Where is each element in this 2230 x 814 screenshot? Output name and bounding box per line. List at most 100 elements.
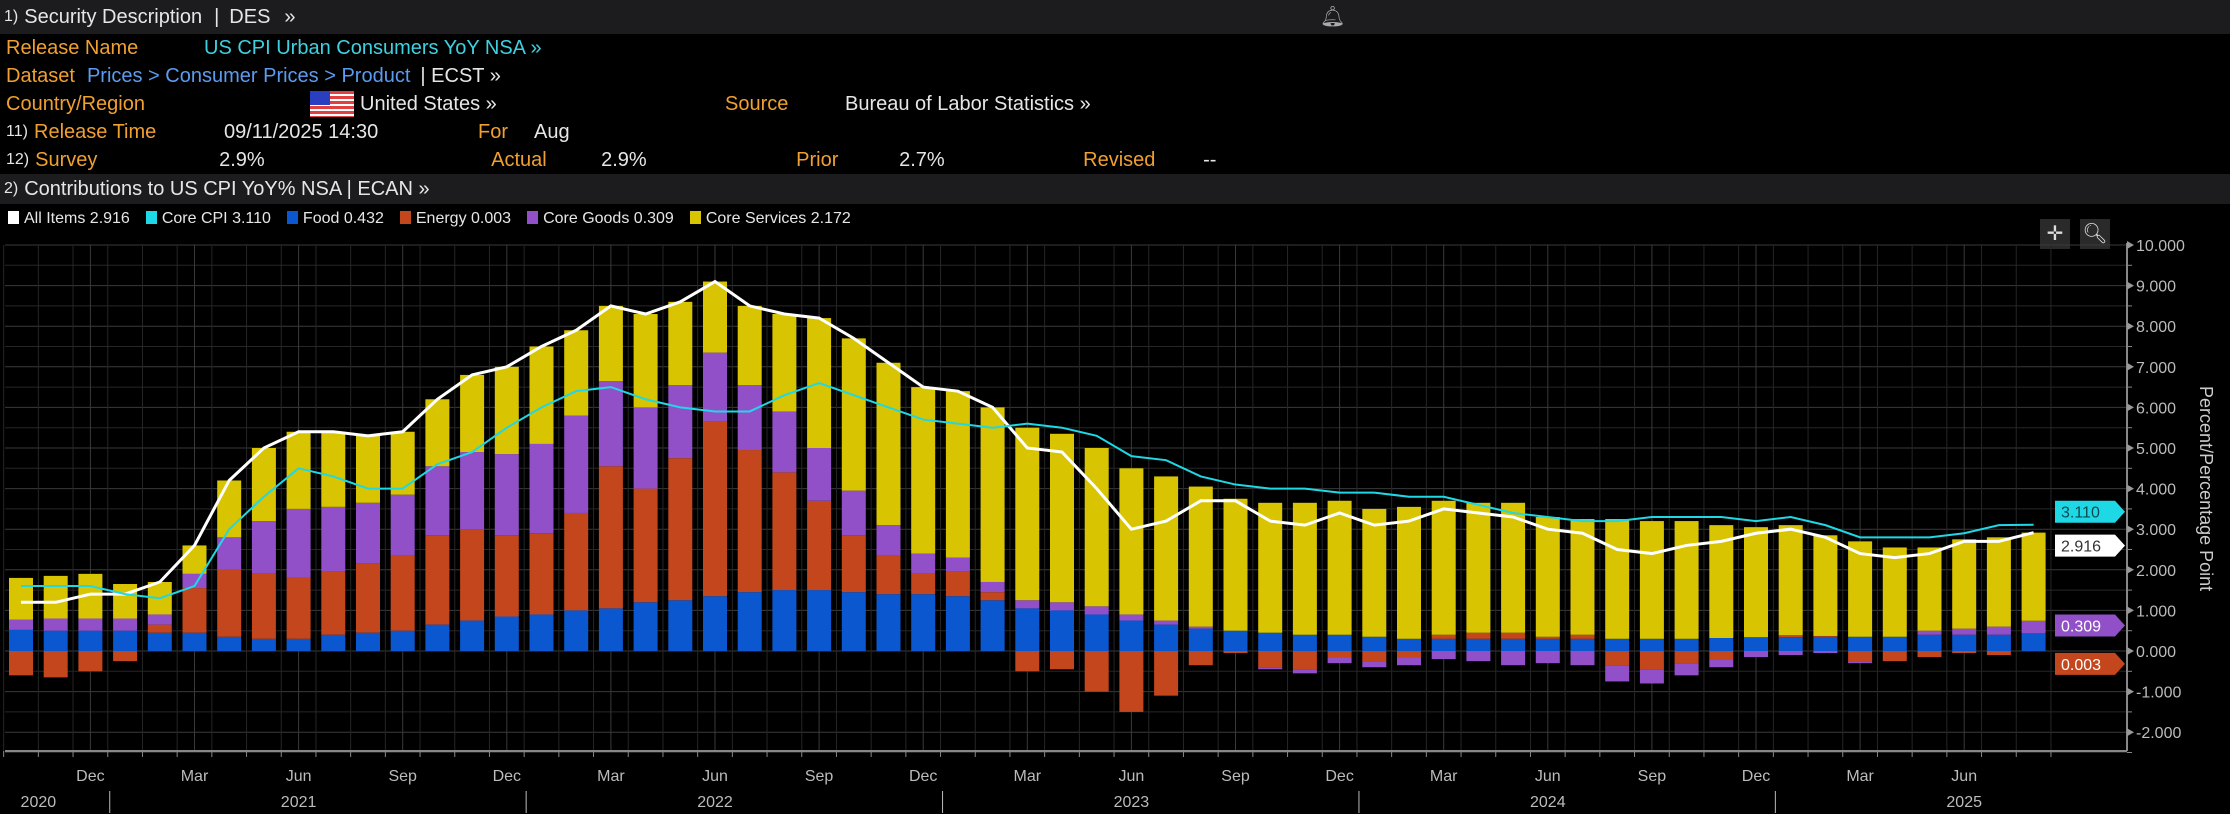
bar-core-goods: [1362, 661, 1387, 668]
bar-core-goods: [1188, 626, 1213, 629]
bar-food: [1744, 637, 1768, 651]
bar-food: [980, 600, 1005, 651]
bar-core-goods: [1674, 663, 1699, 676]
bar-core-goods: [668, 385, 693, 459]
bar-food: [1119, 620, 1144, 651]
bar-energy: [147, 624, 172, 633]
bar-energy: [1986, 651, 2011, 656]
bar-core-services: [737, 305, 762, 386]
x-year-label: 2021: [281, 794, 317, 811]
bar-energy: [1709, 651, 1734, 660]
bar-core-goods: [251, 521, 276, 574]
contributions-chart[interactable]: 10.000 9.000 8.000 7.000 6.000 5.000 4.000 3.00…: [0, 232, 2230, 814]
bar-energy: [1154, 651, 1179, 696]
bar-energy: [911, 573, 936, 595]
bar-food: [1986, 634, 2011, 651]
more-arrow[interactable]: »: [284, 6, 296, 28]
bar-core-goods: [1119, 614, 1144, 621]
bar-core-services: [1952, 539, 1977, 629]
zoom-in-icon[interactable]: 🔍︎: [2080, 219, 2110, 249]
bar-core-services: [703, 281, 727, 353]
legend-item[interactable]: Food 0.432: [286, 208, 384, 230]
y-tick-label: 1.000: [2136, 603, 2176, 620]
bar-food: [1813, 636, 1838, 651]
bar-food: [1848, 636, 1873, 651]
bar-core-goods: [43, 618, 68, 631]
country-link[interactable]: United States »: [360, 93, 497, 115]
bar-core-goods: [1084, 606, 1109, 615]
legend-item[interactable]: Core Services 2.172: [689, 208, 851, 230]
bell-icon[interactable]: 🔔︎: [1320, 6, 1346, 28]
bar-energy: [737, 450, 762, 593]
bar-core-goods: [598, 381, 623, 467]
dataset-path[interactable]: Prices > Consumer Prices > Product: [86, 65, 411, 87]
y-tick: [2127, 728, 2134, 737]
bar-food: [1223, 630, 1248, 651]
bar-food: [1188, 628, 1213, 651]
bar-energy: [1188, 651, 1213, 666]
x-month-label: Dec: [909, 768, 937, 785]
bar-core-goods: [529, 443, 554, 534]
legend-item[interactable]: Energy 0.003: [399, 208, 511, 230]
bar-energy: [1882, 651, 1907, 662]
for-label: For: [478, 121, 508, 143]
bar-core-goods: [1605, 665, 1630, 682]
bar-energy: [1431, 634, 1456, 639]
bar-energy: [1084, 651, 1109, 692]
x-year-label: 2023: [1114, 794, 1150, 811]
dataset-label: Dataset: [6, 65, 75, 87]
x-year-label: 2025: [1946, 794, 1982, 811]
bar-core-goods: [1744, 651, 1768, 658]
source-link[interactable]: Bureau of Labor Statistics »: [845, 93, 1091, 115]
panel-title[interactable]: Security Description: [24, 6, 203, 28]
bar-core-services: [1431, 500, 1456, 635]
separator: |: [214, 6, 220, 28]
bar-core-services: [841, 338, 866, 491]
legend-item[interactable]: Core Goods 0.309: [527, 208, 674, 230]
bar-food: [1501, 638, 1526, 651]
bar-food: [1639, 638, 1664, 651]
x-month-label: Mar: [597, 768, 625, 785]
bar-core-services: [425, 399, 450, 467]
legend-item[interactable]: Core CPI 3.110: [145, 208, 271, 230]
chart-header-bar[interactable]: 2) Contributions to US CPI YoY% NSA | EC…: [0, 174, 2230, 204]
bar-core-services: [1397, 506, 1421, 639]
legend-swatch: [145, 211, 157, 224]
bar-core-services: [1639, 521, 1664, 639]
bar-core-goods: [633, 407, 658, 489]
x-month-label: Dec: [1742, 768, 1770, 785]
crosshair-icon[interactable]: ✛: [2040, 219, 2070, 249]
bar-food: [1605, 638, 1630, 651]
menu-number: 1): [4, 8, 19, 25]
bar-core-goods: [980, 581, 1005, 593]
legend-item[interactable]: All Items 2.916: [8, 208, 130, 230]
y-tick-label: 4.000: [2136, 482, 2176, 499]
actual-label: Actual: [491, 149, 547, 171]
survey-label[interactable]: Survey: [35, 149, 98, 171]
function-code[interactable]: DES: [229, 6, 271, 28]
chart-title[interactable]: Contributions to US CPI YoY% NSA | ECAN …: [24, 178, 430, 200]
bar-energy: [529, 533, 554, 615]
bar-food: [1709, 638, 1734, 651]
bar-core-services: [2021, 532, 2046, 621]
bar-energy: [1639, 651, 1664, 670]
y-tick-label: 2.000: [2136, 563, 2176, 580]
bar-energy: [286, 577, 311, 639]
bar-food: [1882, 636, 1907, 651]
security-description-bar[interactable]: 1) Security Description | DES » 🔔︎: [0, 0, 2230, 34]
bar-food: [494, 616, 519, 651]
bar-core-services: [1986, 537, 2011, 627]
bar-food: [737, 592, 762, 651]
x-month-label: Mar: [1430, 768, 1458, 785]
bar-core-goods: [1397, 657, 1421, 666]
bar-core-goods: [425, 466, 450, 536]
bar-core-goods: [1778, 651, 1803, 656]
bar-food: [1397, 638, 1421, 651]
release-name-link[interactable]: US CPI Urban Consumers YoY NSA »: [204, 37, 542, 59]
y-tick: [2127, 687, 2134, 696]
dataset-code[interactable]: | ECST »: [420, 65, 501, 87]
bar-food: [1050, 610, 1074, 651]
bar-energy: [494, 535, 519, 617]
x-month-label: Jun: [286, 768, 312, 785]
release-time-label[interactable]: Release Time: [34, 121, 157, 143]
